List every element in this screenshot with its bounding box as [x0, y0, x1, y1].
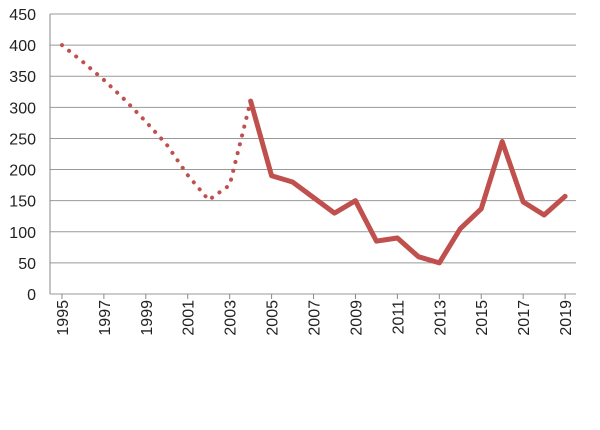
x-tick-label: 2005	[265, 300, 282, 336]
y-tick-label: 150	[9, 194, 36, 211]
x-tick-label: 2015	[474, 300, 491, 336]
x-tick-label: 2001	[181, 300, 198, 336]
x-tick-label: 2003	[223, 300, 240, 336]
x-tick-label: 2019	[558, 300, 575, 336]
x-tick-label: 2009	[348, 300, 365, 336]
line-series	[248, 98, 568, 266]
x-tick-label: 2017	[516, 300, 533, 336]
x-tick-label: 1999	[139, 300, 156, 336]
x-tick-label: 2013	[432, 300, 449, 336]
y-tick-label: 100	[9, 225, 36, 242]
x-tick-label: 1997	[97, 300, 114, 336]
x-tick-label: 2007	[307, 300, 324, 336]
y-tick-label: 200	[9, 163, 36, 180]
y-tick-label: 0	[27, 287, 36, 304]
y-tick-label: 350	[9, 69, 36, 86]
y-tick-label: 400	[9, 38, 36, 55]
y-tick-label: 250	[9, 131, 36, 148]
y-tick-label: 300	[9, 100, 36, 117]
x-tick-label: 2011	[390, 300, 407, 335]
y-tick-label: 450	[9, 7, 36, 24]
y-tick-label: 50	[18, 256, 36, 273]
x-tick-label: 1995	[55, 300, 72, 336]
line-series	[59, 43, 253, 203]
